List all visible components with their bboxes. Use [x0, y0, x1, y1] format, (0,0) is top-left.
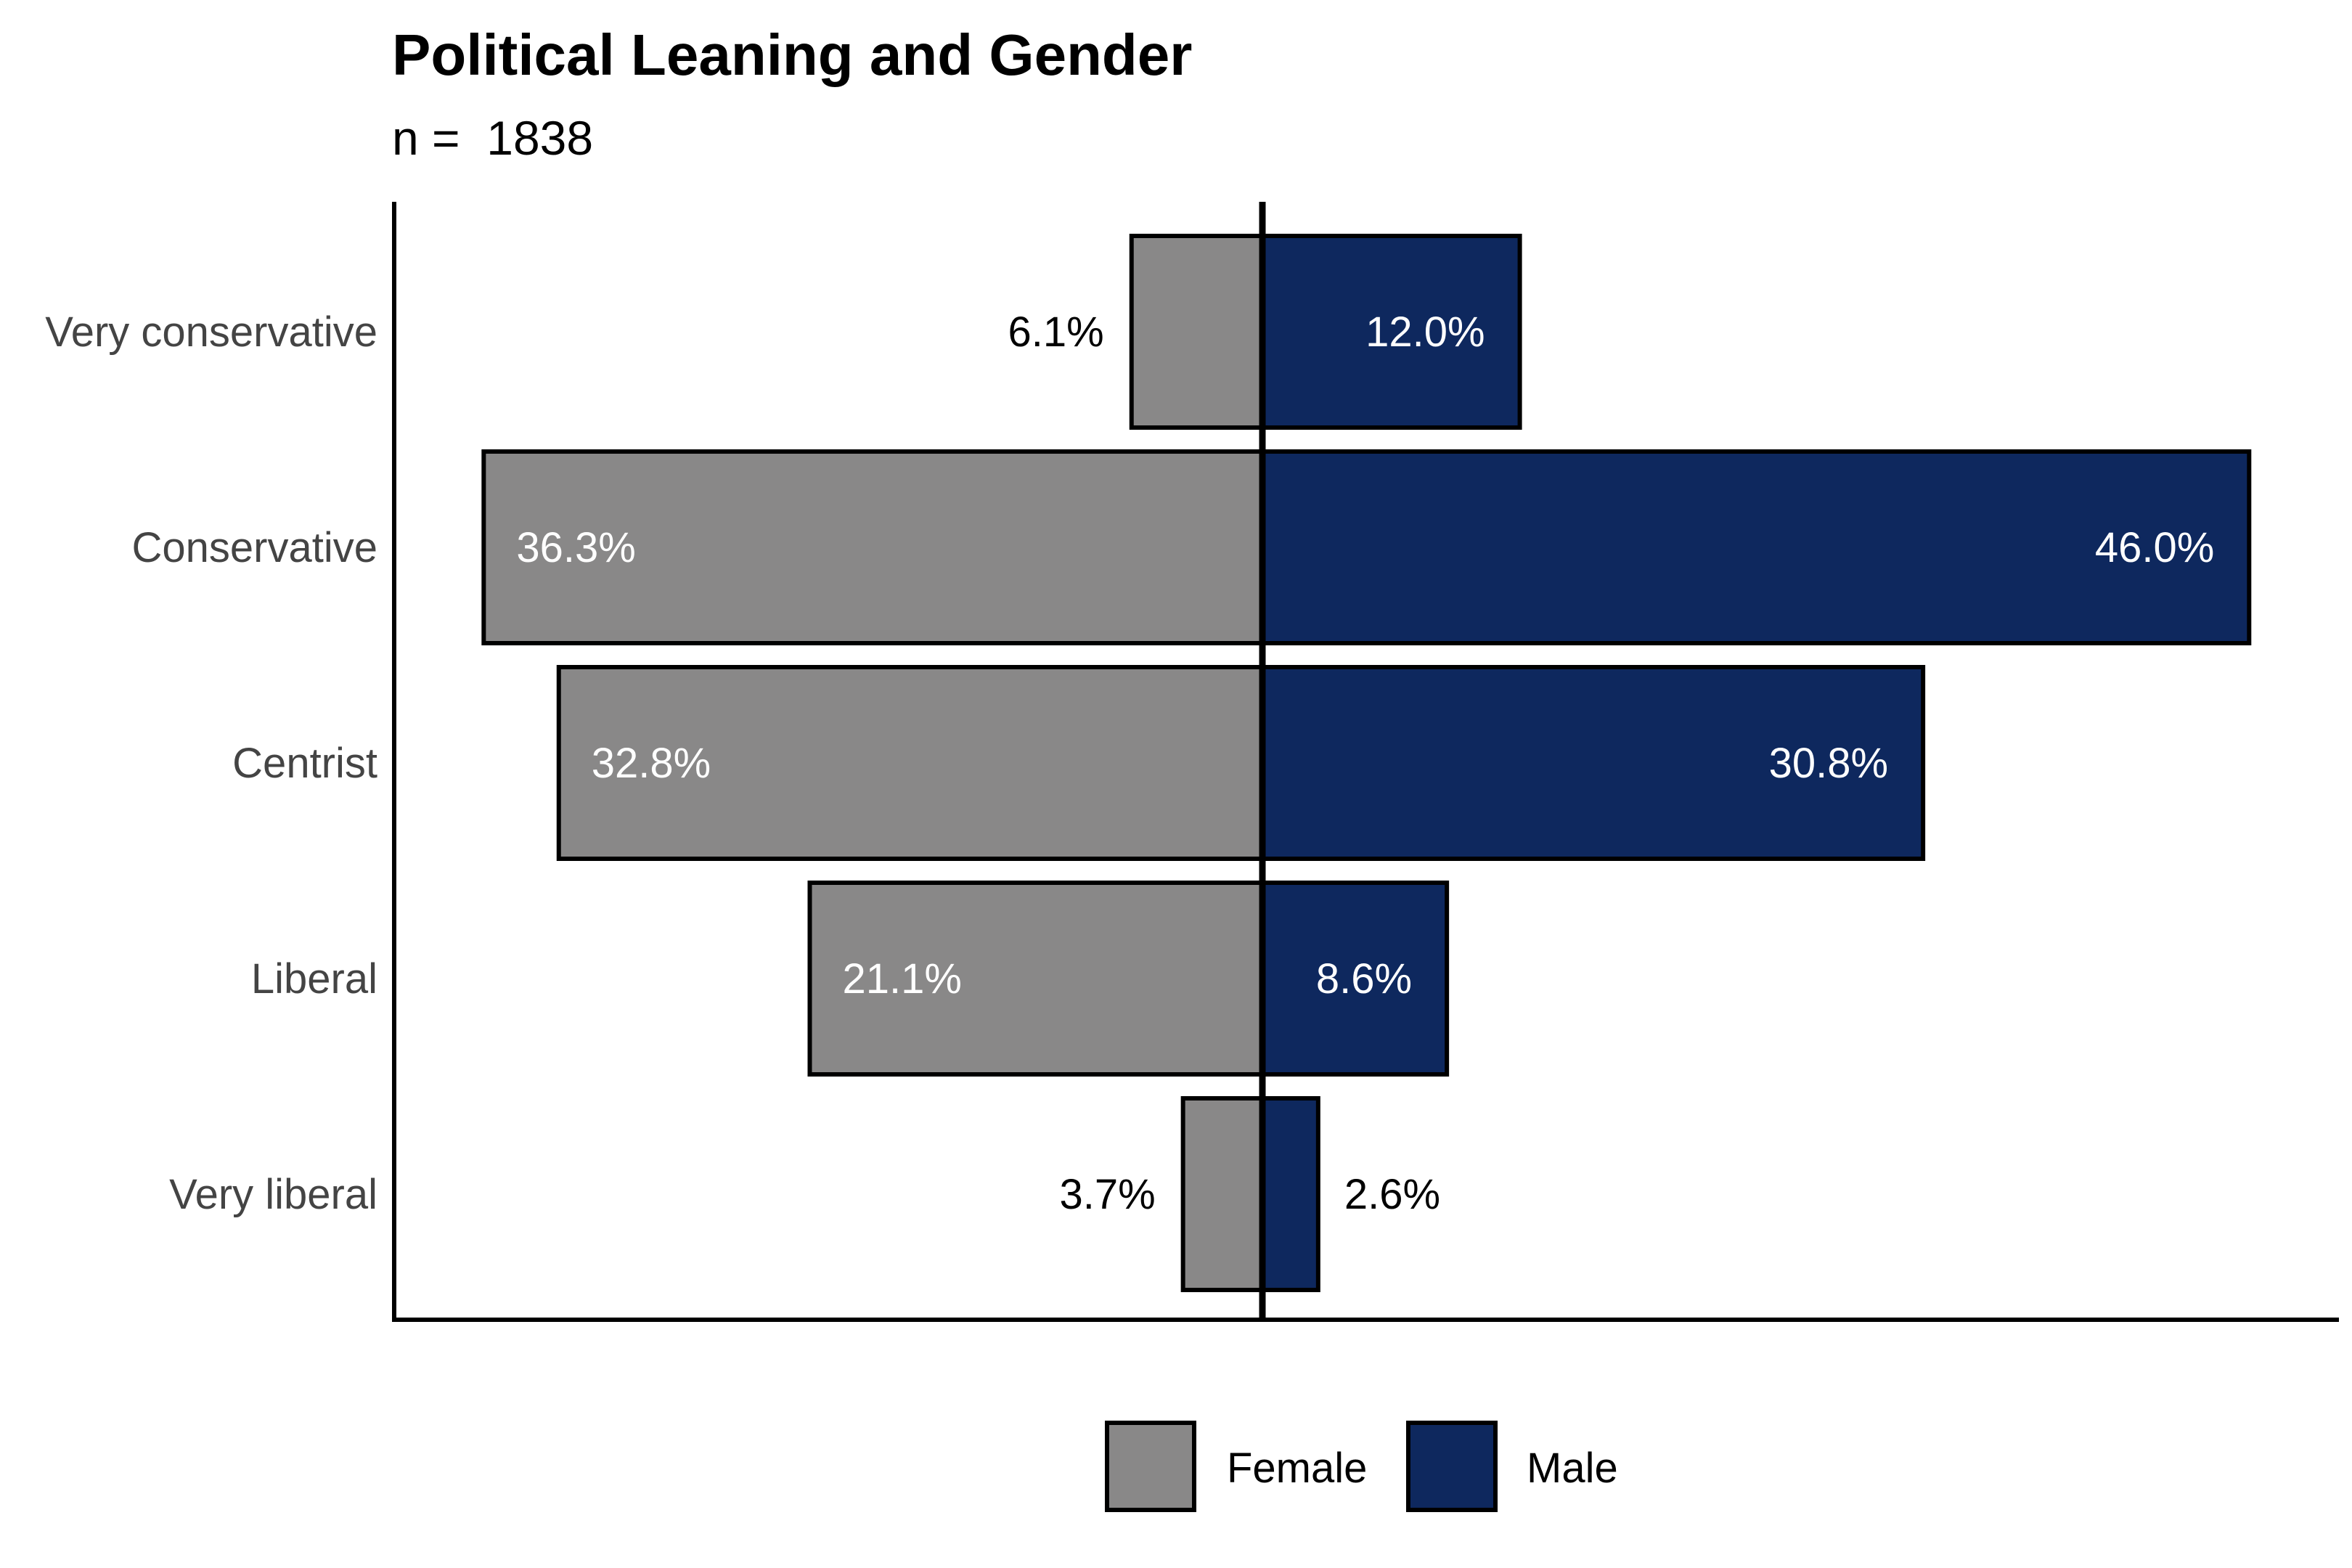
bar-female-very-conservative [1129, 234, 1265, 430]
bar-male-very-liberal [1260, 1096, 1320, 1292]
y-tick-label: Very conservative [45, 309, 377, 356]
bar-male-centrist [1260, 665, 1926, 861]
data-label-female: 6.1% [1008, 309, 1104, 356]
bar-female-liberal [807, 881, 1265, 1077]
data-label-male: 8.6% [1316, 955, 1412, 1003]
axis-layer: Very conservative Conservative Centrist Lib… [45, 202, 2339, 1322]
y-tick-label: Centrist [232, 740, 377, 787]
data-label-female: 36.3% [516, 524, 635, 571]
legend-swatch-female [1105, 1421, 1196, 1512]
data-label-male: 30.8% [1769, 740, 1888, 787]
data-label-male: 46.0% [2095, 524, 2214, 571]
y-tick-label: Liberal [251, 955, 377, 1003]
bar-female-centrist [556, 665, 1265, 861]
bar-male-conservative [1260, 449, 2252, 645]
legend-label-female: Female [1227, 1445, 1367, 1492]
legend: Female Male [1105, 1421, 1618, 1512]
data-label-female: 3.7% [1059, 1171, 1155, 1218]
data-label-male: 12.0% [1365, 309, 1485, 356]
y-tick-label: Conservative [132, 524, 377, 571]
data-label-female: 32.8% [592, 740, 711, 787]
y-tick-label: Very liberal [169, 1171, 377, 1218]
data-label-female: 21.1% [842, 955, 961, 1003]
bars-layer [481, 234, 2252, 1292]
legend-swatch-male [1406, 1421, 1498, 1512]
bar-male-very-conservative [1260, 234, 1522, 430]
legend-label-male: Male [1527, 1445, 1618, 1492]
data-label-male: 2.6% [1344, 1171, 1440, 1218]
bar-female-conservative [481, 449, 1265, 645]
chart-title: Political Leaning and Gender [392, 23, 1193, 87]
bar-female-very-liberal [1180, 1096, 1265, 1292]
chart-subtitle: n = 1838 [392, 111, 594, 165]
bar-labels-layer: 6.1% 12.0% 36.3% 46.0% 32.8% 30.8% 21.1% 8.6% 3.… [516, 309, 2214, 1218]
